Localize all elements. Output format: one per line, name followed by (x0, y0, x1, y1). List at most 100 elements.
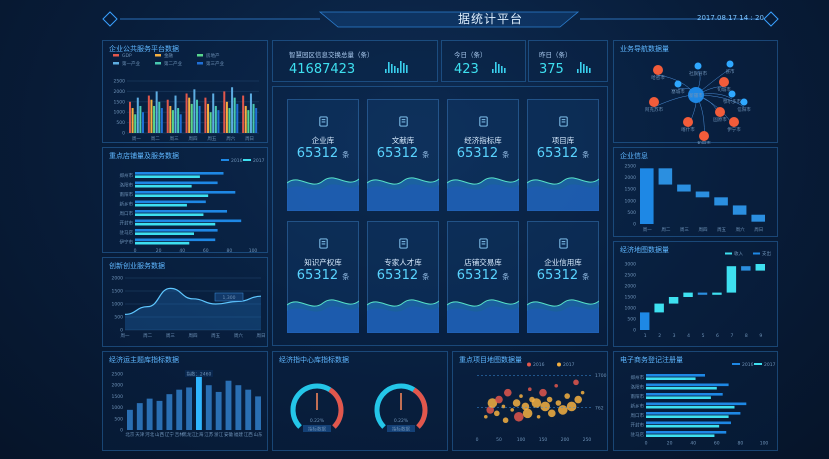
card-value: 65312 条 (527, 268, 599, 283)
gauge-caption: 指标数据 (392, 426, 410, 433)
y-tick: 500 (627, 210, 636, 216)
network-node (726, 60, 734, 68)
legend-swatch (732, 363, 740, 365)
sparkline-bar (394, 66, 396, 73)
card-number: 65312 (456, 268, 499, 283)
y-tick: 周口市 (631, 412, 645, 419)
card-8[interactable]: 企业信用库 65312 条 (527, 221, 599, 333)
network-node (694, 62, 702, 70)
card-1[interactable]: 企业库 65312 条 (287, 99, 359, 211)
waterfall-chart: 0 500 1000 1500 2000 2500 3000 收入 支出 1 2 3 4 5 6 7 8 9 (625, 250, 772, 339)
book-icon (399, 116, 408, 127)
scatter-point (501, 404, 506, 409)
y-tick: 伊宁市 (120, 239, 134, 246)
stat-label: 今日（条） (454, 51, 487, 59)
card-4[interactable]: 项目库 65312 条 (527, 99, 599, 211)
bar (236, 103, 239, 133)
bar (215, 391, 222, 430)
x-tick: 100 (760, 441, 769, 447)
card-5[interactable]: 知识产权库 65312 条 (287, 221, 359, 333)
x-tick: 20 (156, 248, 162, 254)
scatter-point (539, 388, 547, 397)
bar (135, 232, 194, 235)
bar (169, 105, 172, 133)
line-area (125, 288, 261, 330)
card-value: 65312 条 (527, 146, 599, 161)
card-number: 65312 (376, 268, 419, 283)
scatter-point (566, 401, 577, 412)
panel-economy-center: 经济指中心库指标数据 0.22% 指标数据 0.22% 指标数据 (272, 351, 448, 451)
bar (134, 114, 137, 133)
x-tick: 2 (658, 333, 661, 339)
card-number: 65312 (536, 268, 579, 283)
x-tick: 5 (702, 333, 705, 339)
sparkline-bar (580, 62, 582, 73)
scatter-point (495, 395, 503, 404)
bar (646, 434, 715, 437)
x-tick: 周三 (680, 227, 689, 233)
bar (646, 415, 729, 418)
network-node (653, 65, 663, 75)
x-tick: 安徽 (224, 431, 233, 438)
scatter-point (494, 410, 500, 417)
card-frame (367, 99, 439, 211)
panel-business-nav: 业务导航数据量 社旗县市 县市 旬城市 鄂尔多市 信阳市 固原市 塞城市 伊宁市 哈密市 阿克苏市… (613, 40, 778, 147)
bar (646, 396, 711, 399)
legend-swatch (155, 62, 161, 65)
bar (244, 105, 247, 133)
x-tick: 3 (673, 333, 676, 339)
bar (131, 108, 134, 133)
waterfall-bar (640, 312, 650, 330)
stat-value: 375 (539, 62, 564, 77)
sparkline-bar (403, 63, 405, 73)
card-3[interactable]: 经济指标库 65312 条 (447, 99, 519, 211)
y-tick: 新乡市 (120, 201, 134, 208)
scatter-point (522, 408, 533, 419)
bar (135, 194, 209, 197)
bar (193, 89, 196, 133)
bar (198, 105, 201, 133)
panel-shop-service: 重点店铺量及服务数据 2016 2017 郑州市 洛阳市 南阳市 新乡市 周口市 开封市 驻马店… (102, 147, 268, 254)
card-7[interactable]: 店铺交易库 65312 条 (447, 221, 519, 333)
scatter-point (510, 408, 514, 412)
bar (158, 101, 161, 133)
scatter-point (540, 401, 550, 412)
bar (135, 172, 224, 175)
bar (127, 409, 133, 430)
waterfall-bar (712, 292, 722, 295)
card-label: 店铺交易库 (464, 258, 502, 267)
y-tick: 3000 (625, 262, 637, 268)
card-2[interactable]: 文献库 65312 条 (367, 99, 439, 211)
gauge-fill (374, 383, 416, 429)
scatter-point (486, 406, 494, 414)
bar (223, 91, 226, 133)
bar-chart: 0 500 1000 1500 2000 2500 北京 天津 河北 山西 辽宁 吉林黑龙江上海 江苏浙… (112, 370, 263, 438)
legend-label: 金融 (164, 52, 173, 59)
waterfall-chart: 0 500 1000 1500 2000 2500 周一 周二 周三 周四 周五 周六 周日 (625, 164, 765, 233)
line-chart: 0 500 1000 1500 2000 周一 周二 周三 周四 周五 周六 周日 1,300 (112, 276, 266, 340)
legend-swatch (197, 62, 203, 65)
card-6[interactable]: 专家人才库 65312 条 (367, 221, 439, 333)
y-tick: 洛阳市 (120, 182, 134, 189)
panel-economy-map: 经济地图数据量 0 500 1000 1500 2000 2500 3000 收入 支出 1 2 3 4… (613, 241, 778, 347)
panel-title: 电子商务登记注册量 (620, 356, 683, 364)
bar (212, 93, 215, 133)
sparkline-bar (492, 69, 494, 73)
waterfall-bar (726, 266, 737, 293)
y-tick: 2500 (112, 372, 124, 378)
network-node (649, 97, 659, 107)
bar (136, 403, 143, 430)
x-tick: 9 (759, 333, 762, 339)
gauge-caption-box (303, 425, 331, 432)
scatter-chart: 2016 2017 0 50 100 150 200 250 1700 762 (476, 362, 607, 443)
panel-economy-theme: 经济运主题库指标数据 0 500 1000 1500 2000 2500 北京 天津 河北 山西辽… (102, 351, 268, 451)
bar (146, 398, 153, 430)
x-tick: 7 (730, 333, 733, 339)
chart-icon (479, 116, 488, 127)
card-number: 65312 (456, 146, 499, 161)
panel-title: 业务导航数据量 (620, 45, 669, 53)
card-label: 知识产权库 (304, 258, 342, 267)
legend-label: 2017 (764, 362, 776, 368)
